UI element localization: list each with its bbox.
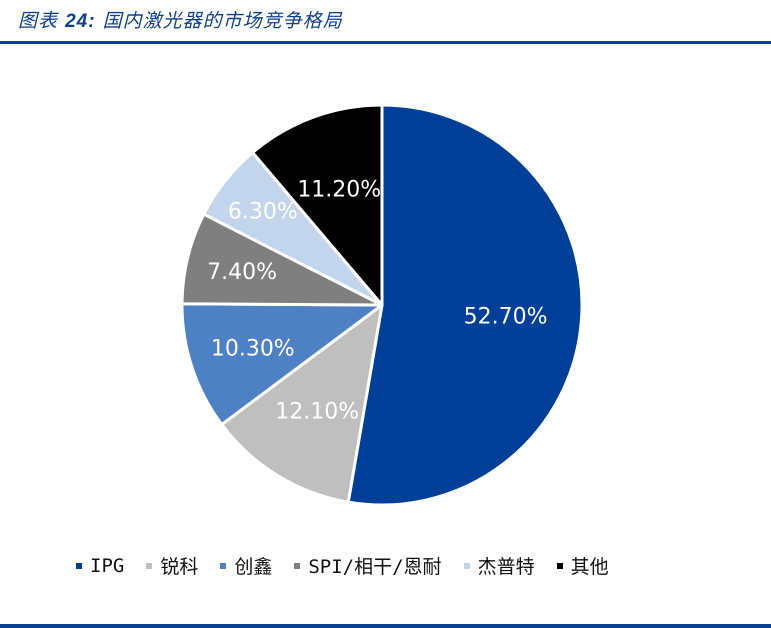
pie-data-label: 7.40% (207, 260, 277, 285)
figure-title-text: 国内激光器的市场竞争格局 (102, 10, 343, 32)
pie-slice-2 (180, 302, 384, 427)
legend-swatch-icon (146, 562, 153, 569)
pie-slices (180, 103, 584, 507)
figure-title: 图表 24: 国内激光器的市场竞争格局 (18, 6, 343, 33)
legend-item-raycus: 锐科 (146, 552, 198, 579)
legend-swatch-icon (294, 562, 301, 569)
legend-label: 锐科 (160, 556, 199, 578)
legend-swatch-icon (76, 562, 82, 569)
legend-label: IPG (90, 554, 125, 577)
legend-item-maxphotonics: 创鑫 (220, 552, 272, 579)
legend: IPG 锐科 创鑫 SPI/相干/恩耐 杰普特 其他 (76, 552, 631, 579)
pie-data-label: 12.10% (275, 400, 359, 425)
legend-label: SPI/相干/恩耐 (308, 556, 442, 578)
legend-item-ipg: IPG (76, 555, 124, 577)
pie-data-label: 10.30% (211, 336, 295, 361)
pie-data-label: 52.70% (464, 305, 548, 330)
figure-title-prefix: 图表 (18, 10, 59, 32)
legend-swatch-icon (556, 562, 563, 569)
legend-swatch-icon (463, 562, 470, 569)
legend-label: 杰普特 (477, 556, 535, 578)
figure-number: 24: (65, 11, 96, 32)
pie-slice-1 (220, 303, 384, 504)
header-rule (0, 41, 771, 44)
legend-swatch-icon (220, 562, 227, 569)
legend-item-jpt: 杰普特 (463, 552, 535, 579)
legend-item-spi-coherent-nlight: SPI/相干/恩耐 (294, 552, 442, 579)
legend-label: 创鑫 (234, 556, 273, 578)
pie-slice-5 (251, 103, 384, 307)
pie-data-label: 11.20% (297, 178, 381, 203)
pie-data-label: 6.30% (228, 200, 298, 225)
pie-slice-0 (346, 103, 584, 507)
legend-item-others: 其他 (556, 552, 609, 579)
legend-label: 其他 (570, 556, 609, 578)
footer-rule (0, 624, 771, 628)
pie-labels: 52.70% 12.10% 10.30% 7.40% 6.30%11.20% (207, 178, 547, 425)
